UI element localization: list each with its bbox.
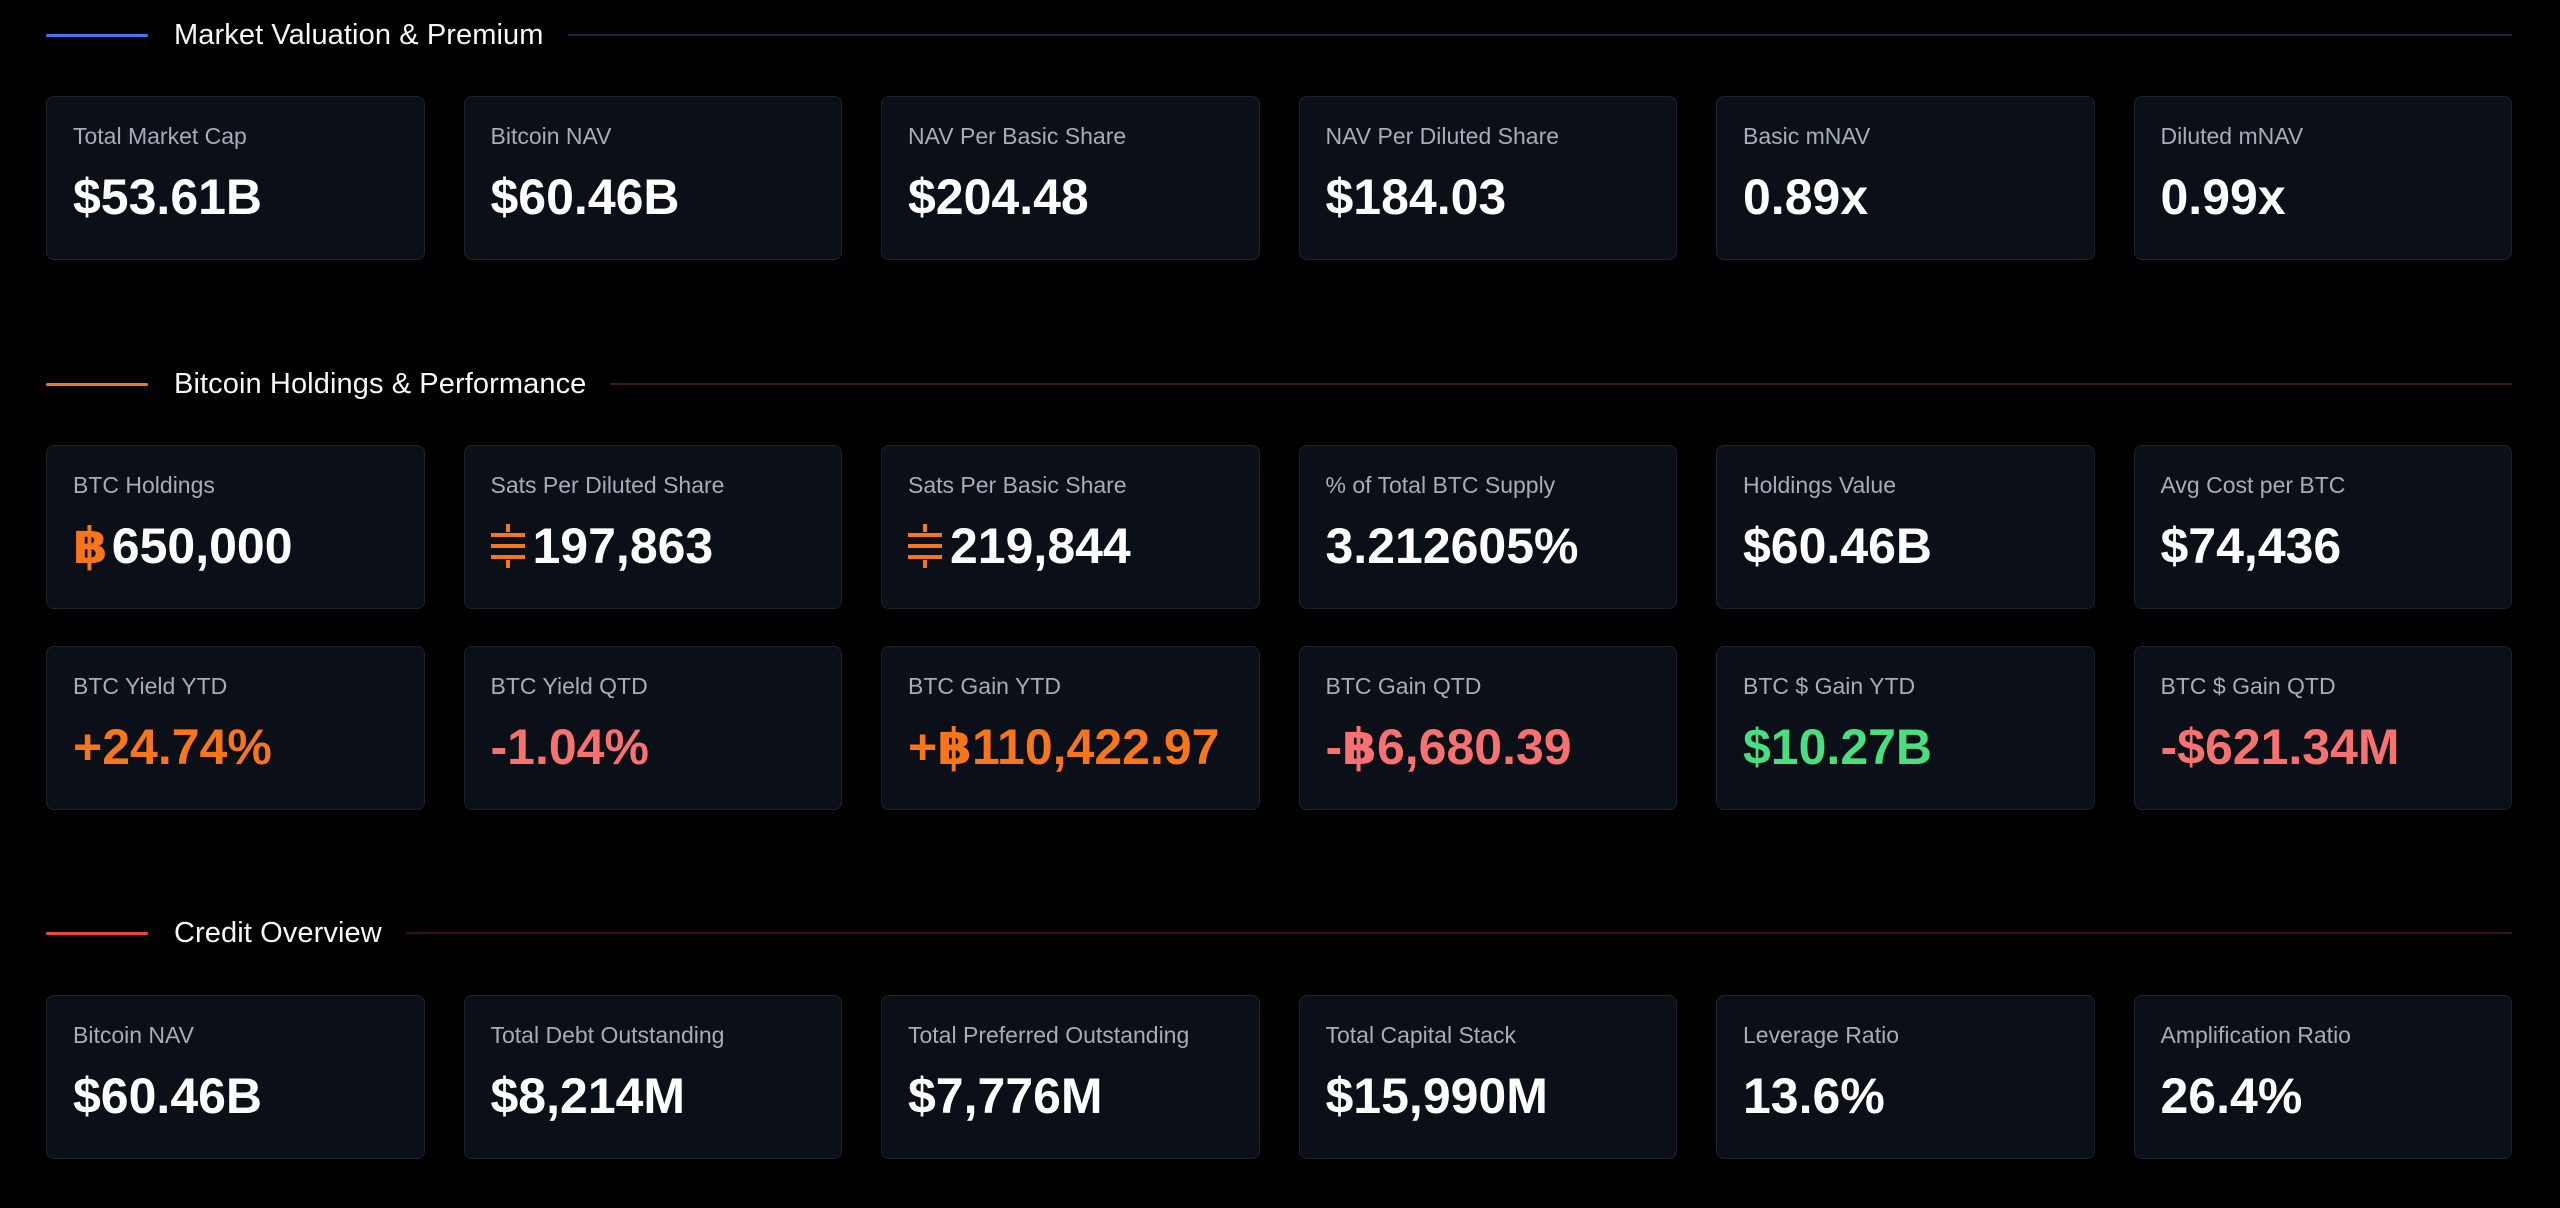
metric-value: +฿110,422.97 — [908, 719, 1220, 775]
metric-label: Amplification Ratio — [2160, 1022, 2351, 1048]
metric-card-btc-yield-ytd: BTC Yield YTD +24.74% — [46, 646, 425, 810]
metric-label: Sats Per Basic Share — [908, 472, 1127, 498]
valuation-card-row: Total Market Cap $53.61B Bitcoin NAV $60… — [46, 96, 2512, 260]
metric-label: BTC $ Gain YTD — [1743, 673, 1916, 699]
metric-value: $74,436 — [2160, 518, 2342, 574]
credit-card-row: Bitcoin NAV $60.46B Total Debt Outstandi… — [46, 995, 2512, 1159]
metric-number: 219,844 — [950, 518, 1131, 574]
metric-value: $60.46B — [490, 169, 680, 225]
metric-card-total-preferred-outstanding: Total Preferred Outstanding $7,776M — [881, 995, 1260, 1159]
metric-card-btc-holdings: BTC Holdings ฿ 650,000 — [46, 445, 425, 609]
metric-card-pct-total-btc-supply: % of Total BTC Supply 3.212605% — [1298, 445, 1677, 609]
metric-value: 0.89x — [1743, 169, 1869, 225]
sats-icon — [490, 524, 525, 568]
metric-label: BTC Yield QTD — [490, 673, 648, 699]
metric-label: Avg Cost per BTC — [2160, 472, 2346, 498]
performance-card-row: BTC Yield YTD +24.74% BTC Yield QTD -1.0… — [46, 646, 2512, 810]
metric-label: Total Capital Stack — [1325, 1022, 1516, 1048]
section-accent-line — [46, 33, 148, 37]
metric-label: BTC Gain YTD — [908, 673, 1061, 699]
metric-number: 650,000 — [111, 518, 293, 574]
sats-icon — [908, 524, 942, 568]
section-title: Credit Overview — [174, 916, 382, 949]
metric-card-credit-bitcoin-nav: Bitcoin NAV $60.46B — [46, 995, 425, 1159]
metric-value: $8,214M — [490, 1068, 686, 1124]
metric-label: BTC Yield YTD — [73, 673, 228, 699]
metric-card-btc-gain-qtd: BTC Gain QTD -฿6,680.39 — [1298, 646, 1677, 810]
metric-label: Total Debt Outstanding — [490, 1022, 725, 1048]
section-divider — [567, 34, 2512, 36]
metric-label: Bitcoin NAV — [73, 1022, 195, 1048]
metric-label: Bitcoin NAV — [490, 123, 612, 149]
metric-card-nav-per-basic-share: NAV Per Basic Share $204.48 — [881, 96, 1260, 260]
metric-label: Leverage Ratio — [1743, 1022, 1899, 1048]
section-divider — [405, 932, 2512, 934]
section-header-bitcoin-holdings: Bitcoin Holdings & Performance — [46, 362, 2512, 406]
section-title: Bitcoin Holdings & Performance — [174, 367, 587, 400]
metric-value: 219,844 — [908, 521, 1233, 571]
metric-label: BTC Holdings — [73, 472, 215, 498]
metric-card-diluted-mnav: Diluted mNAV 0.99x — [2133, 96, 2512, 260]
metric-value: 13.6% — [1743, 1068, 1885, 1124]
metric-value: 197,863 — [490, 518, 816, 574]
metric-card-bitcoin-nav: Bitcoin NAV $60.46B — [463, 96, 842, 260]
metric-card-basic-mnav: Basic mNAV 0.89x — [1716, 96, 2095, 260]
metric-card-btc-gain-ytd: BTC Gain YTD +฿110,422.97 — [881, 646, 1260, 810]
metric-number: 197,863 — [532, 518, 714, 574]
metric-card-avg-cost-per-btc: Avg Cost per BTC $74,436 — [2133, 445, 2512, 609]
metric-value: $7,776M — [908, 1068, 1103, 1124]
metric-card-btc-yield-qtd: BTC Yield QTD -1.04% — [463, 646, 842, 810]
metric-value: $15,990M — [1325, 1068, 1548, 1124]
metric-value: ฿ 650,000 — [73, 521, 398, 571]
metric-value: $10.27B — [1743, 719, 1933, 775]
metric-value: 26.4% — [2160, 1068, 2303, 1124]
metric-label: % of Total BTC Supply — [1325, 472, 1556, 498]
metric-value: $53.61B — [73, 169, 263, 225]
metric-card-sats-per-diluted-share: Sats Per Diluted Share 197,863 — [463, 445, 842, 609]
section-accent-line — [46, 382, 148, 386]
metric-value: -1.04% — [490, 719, 649, 775]
section-accent-line — [46, 931, 148, 935]
metric-label: BTC Gain QTD — [1325, 673, 1482, 699]
metric-label: Sats Per Diluted Share — [490, 472, 725, 498]
metric-value: -฿6,680.39 — [1325, 719, 1572, 775]
metric-card-sats-per-basic-share: Sats Per Basic Share 219,844 — [881, 445, 1260, 609]
metric-label: BTC $ Gain QTD — [2160, 673, 2336, 699]
metric-label: Total Market Cap — [73, 123, 247, 149]
metric-label: Holdings Value — [1743, 472, 1897, 498]
metric-value: -$621.34M — [2160, 719, 2400, 775]
metric-card-amplification-ratio: Amplification Ratio 26.4% — [2133, 995, 2512, 1159]
metric-value: $204.48 — [908, 169, 1089, 225]
metric-label: NAV Per Diluted Share — [1325, 123, 1560, 149]
metric-label: Diluted mNAV — [2160, 123, 2304, 149]
metric-card-btc-usd-gain-qtd: BTC $ Gain QTD -$621.34M — [2133, 646, 2512, 810]
bitcoin-icon: ฿ — [73, 518, 108, 574]
metric-value: $184.03 — [1325, 169, 1507, 225]
metric-card-nav-per-diluted-share: NAV Per Diluted Share $184.03 — [1298, 96, 1677, 260]
metric-label: NAV Per Basic Share — [908, 123, 1127, 149]
holdings-card-row: BTC Holdings ฿ 650,000 Sats Per Diluted … — [46, 445, 2512, 609]
metric-value: $60.46B — [73, 1068, 263, 1124]
metric-value: $60.46B — [1743, 518, 1933, 574]
metric-value: +24.74% — [73, 719, 272, 775]
section-divider — [610, 383, 2512, 385]
metric-card-total-debt-outstanding: Total Debt Outstanding $8,214M — [463, 995, 842, 1159]
metric-card-leverage-ratio: Leverage Ratio 13.6% — [1716, 995, 2095, 1159]
metric-value: 3.212605% — [1325, 518, 1579, 574]
metric-card-holdings-value: Holdings Value $60.46B — [1716, 445, 2095, 609]
metric-value: 0.99x — [2160, 169, 2286, 225]
metric-card-btc-usd-gain-ytd: BTC $ Gain YTD $10.27B — [1716, 646, 2095, 810]
metric-card-total-capital-stack: Total Capital Stack $15,990M — [1298, 995, 1677, 1159]
section-header-market-valuation: Market Valuation & Premium — [46, 13, 2512, 57]
metric-card-total-market-cap: Total Market Cap $53.61B — [46, 96, 425, 260]
metric-label: Basic mNAV — [1743, 123, 1871, 149]
metric-label: Total Preferred Outstanding — [908, 1022, 1190, 1048]
section-header-credit-overview: Credit Overview — [46, 911, 2512, 955]
section-title: Market Valuation & Premium — [174, 18, 544, 51]
